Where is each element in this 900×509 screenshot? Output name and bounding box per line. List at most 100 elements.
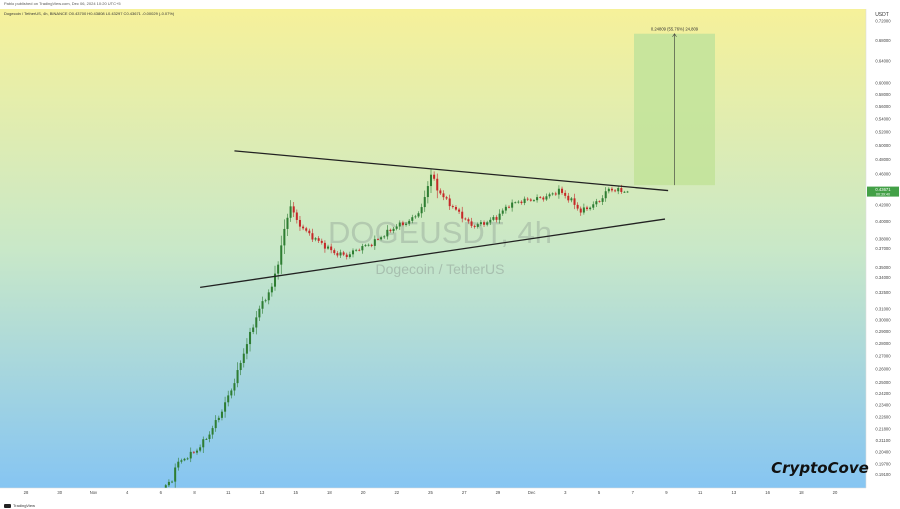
brand-logo: CryptoCove — [771, 459, 869, 477]
candle-body — [554, 193, 557, 195]
time-tick-label: 18 — [799, 490, 804, 495]
candle-body — [361, 246, 364, 251]
time-tick-label: 11 — [698, 490, 703, 495]
candle-body — [202, 439, 205, 448]
candle-body — [557, 188, 560, 195]
candle-body — [582, 207, 585, 213]
candle-body — [454, 207, 457, 210]
price-tick-label: 0.54000 — [875, 117, 891, 122]
candle-body — [358, 249, 361, 251]
candle-body — [595, 201, 598, 205]
candle-body — [239, 362, 242, 371]
candle-body — [389, 229, 392, 232]
candle-body — [336, 253, 339, 256]
candle-body — [614, 190, 617, 192]
candle-body — [330, 246, 333, 251]
candle-body — [224, 402, 227, 412]
candle-body — [177, 461, 180, 468]
candle-body — [408, 220, 411, 224]
time-axis-background — [0, 488, 900, 499]
candle-body — [461, 211, 464, 219]
price-tick-label: 0.30000 — [875, 318, 891, 323]
price-tick-label: 0.23400 — [875, 402, 891, 407]
candle-body — [585, 207, 589, 210]
candle-body — [308, 230, 311, 234]
time-tick-label: 20 — [833, 490, 838, 495]
candle-body — [548, 194, 551, 197]
upper-trendline[interactable] — [234, 150, 669, 192]
price-tick-label: 0.24200 — [875, 391, 891, 396]
time-tick-label: 16 — [765, 490, 770, 495]
price-tick-label: 0.21800 — [875, 427, 891, 432]
price-tick-label: 0.60000 — [875, 81, 891, 86]
candle-body — [295, 212, 298, 220]
time-axis[interactable]: 28 30 Nov 4 6 8 11 13 15 18 20 22 25 27 29 Dec 3 5 7 9 11 13 1… — [24, 490, 838, 495]
candle-body — [486, 222, 489, 225]
candle-body — [339, 252, 342, 256]
candle-body — [411, 217, 414, 221]
candle-body — [364, 245, 367, 247]
price-tick-label: 0.19100 — [875, 472, 891, 477]
candle-body — [529, 199, 532, 201]
candle-body — [230, 390, 233, 396]
candle-body — [292, 206, 295, 213]
price-tick-label: 0.29000 — [875, 329, 891, 334]
candle-body — [514, 202, 517, 204]
candle-body — [495, 217, 498, 220]
candle-body — [242, 353, 245, 363]
candle-body — [436, 178, 439, 191]
candle-body — [458, 209, 461, 212]
candle-body — [249, 331, 252, 345]
price-tick-label: 0.31000 — [875, 306, 891, 311]
candle-body — [355, 249, 358, 251]
lower-trendline[interactable] — [200, 218, 666, 289]
candle-body — [467, 219, 470, 222]
candle-body — [348, 254, 351, 258]
price-tick-label: 0.35000 — [875, 265, 891, 270]
candle-body — [327, 246, 330, 249]
candle-body — [414, 216, 417, 218]
candle-body — [277, 264, 280, 274]
candle-body — [501, 210, 504, 214]
time-tick-label: 30 — [57, 490, 62, 495]
time-tick-label: 6 — [160, 490, 163, 495]
candle-body — [561, 188, 564, 193]
candle-body — [333, 250, 336, 254]
candle-body — [395, 226, 398, 229]
candle-body — [517, 201, 520, 203]
candle-body — [320, 240, 323, 243]
candle-body — [367, 244, 370, 246]
tradingview-logo-icon — [4, 503, 11, 508]
candle-body — [236, 370, 239, 384]
candle-body — [520, 201, 523, 204]
candle-body — [523, 198, 526, 204]
time-tick-label: 29 — [496, 490, 501, 495]
candle-body — [233, 383, 236, 391]
price-tick-label: 0.56000 — [875, 104, 891, 109]
candle-body — [261, 301, 264, 309]
target-arrowhead-icon — [672, 33, 677, 37]
trendlines-layer — [200, 150, 669, 289]
time-tick-label: 9 — [665, 490, 668, 495]
candle-body — [570, 198, 573, 201]
price-tick-label: 0.25000 — [875, 380, 891, 385]
price-tick-label: 0.28000 — [875, 341, 891, 346]
time-tick-label: Dec — [528, 490, 535, 495]
candle-body — [539, 197, 542, 198]
time-tick-label: 20 — [361, 490, 366, 495]
candle-body — [426, 186, 429, 198]
candle-body — [417, 213, 420, 217]
price-axis[interactable]: 0.72000 0.68000 0.64000 0.60000 0.58000 0.560… — [867, 18, 899, 477]
candle-body — [211, 428, 214, 435]
price-tick-label: 0.46000 — [875, 171, 891, 176]
candle-body — [598, 201, 601, 203]
candle-body — [617, 188, 620, 192]
currency-label[interactable]: USDT — [875, 12, 889, 18]
candle-body — [479, 222, 482, 225]
time-tick-label: 18 — [327, 490, 332, 495]
price-tick-label: 0.50000 — [875, 143, 891, 148]
candle-body — [314, 238, 317, 240]
candle-body — [592, 204, 595, 208]
candle-body — [380, 237, 383, 240]
